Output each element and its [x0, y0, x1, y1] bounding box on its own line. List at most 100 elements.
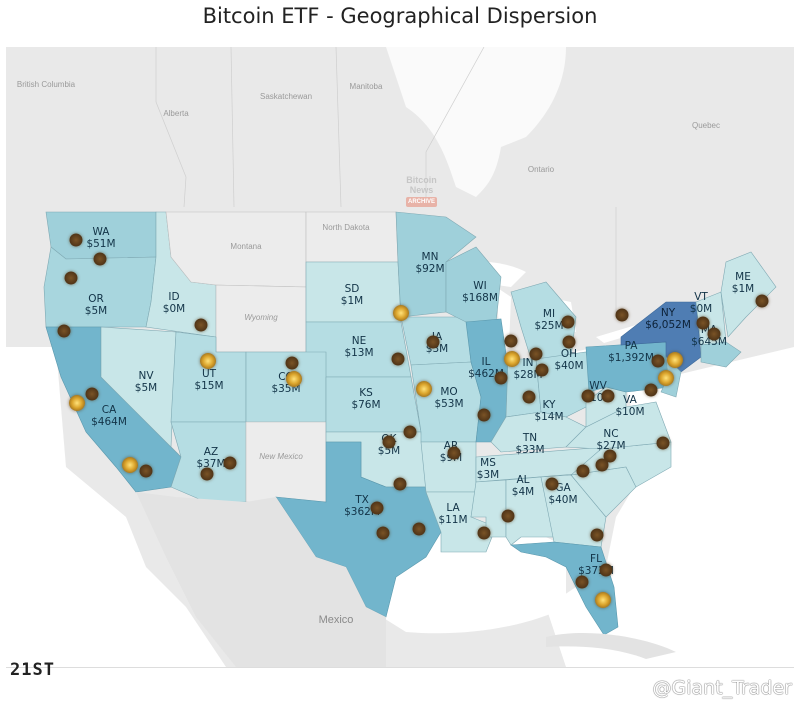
- hotspot-marker[interactable]: [139, 464, 153, 478]
- hotspot-marker[interactable]: [477, 408, 491, 422]
- state-code: MO: [440, 386, 458, 398]
- hotspot-marker[interactable]: [658, 370, 674, 386]
- hotspot-marker[interactable]: [562, 335, 576, 349]
- state-label-ga[interactable]: GA $40M: [548, 482, 577, 506]
- state-label-nv[interactable]: NV $5M: [135, 370, 157, 394]
- state-value: $5M: [377, 445, 401, 457]
- hotspot-marker[interactable]: [223, 456, 237, 470]
- hotspot-marker[interactable]: [494, 371, 508, 385]
- hotspot-marker[interactable]: [575, 575, 589, 589]
- hotspot-marker[interactable]: [416, 381, 432, 397]
- state-label-al[interactable]: AL $4M: [512, 474, 534, 498]
- hotspot-marker[interactable]: [535, 363, 549, 377]
- state-label-in[interactable]: IN $28M: [513, 357, 542, 381]
- hotspot-marker[interactable]: [696, 316, 710, 330]
- state-value: $0M: [689, 303, 713, 315]
- state-value: $92M: [415, 263, 445, 275]
- state-label-pa[interactable]: PA $1,392M: [608, 340, 654, 364]
- hotspot-marker[interactable]: [601, 389, 615, 403]
- hotspot-marker[interactable]: [403, 425, 417, 439]
- state-label-ca[interactable]: CA $464M: [91, 404, 127, 428]
- hotspot-marker[interactable]: [603, 449, 617, 463]
- state-code: KY: [542, 399, 556, 411]
- state-label-az[interactable]: AZ $37M: [196, 446, 225, 470]
- hotspot-marker[interactable]: [370, 501, 384, 515]
- hotspot-marker[interactable]: [93, 252, 107, 266]
- hotspot-marker[interactable]: [581, 389, 595, 403]
- state-code: MI: [542, 308, 556, 320]
- hotspot-marker[interactable]: [286, 371, 302, 387]
- state-label-ms[interactable]: MS $3M: [477, 457, 499, 481]
- state-label-nc[interactable]: NC $27M: [596, 428, 625, 452]
- state-value: $11M: [438, 514, 468, 526]
- state-label-mo[interactable]: MO $53M: [434, 386, 463, 410]
- hotspot-marker[interactable]: [200, 353, 216, 369]
- state-value: $5M: [84, 305, 108, 317]
- hotspot-marker[interactable]: [590, 528, 604, 542]
- state-label-wa[interactable]: WA $51M: [86, 226, 115, 250]
- hotspot-marker[interactable]: [85, 387, 99, 401]
- hotspot-marker[interactable]: [393, 305, 409, 321]
- state-label-la[interactable]: LA $11M: [438, 502, 467, 526]
- hotspot-marker[interactable]: [595, 592, 611, 608]
- state-label-ky[interactable]: KY $14M: [534, 399, 563, 423]
- hotspot-marker[interactable]: [522, 390, 536, 404]
- state-label-ne[interactable]: NE $13M: [344, 335, 373, 359]
- state-label-tn[interactable]: TN $33M: [515, 432, 544, 456]
- hotspot-marker[interactable]: [656, 436, 670, 450]
- hotspot-marker[interactable]: [644, 383, 658, 397]
- hotspot-marker[interactable]: [412, 522, 426, 536]
- hotspot-marker[interactable]: [393, 477, 407, 491]
- state-code: ID: [168, 291, 180, 303]
- state-label-sd[interactable]: SD $1M: [341, 283, 363, 307]
- state-label-ny[interactable]: NY $6,052M: [645, 307, 691, 331]
- hotspot-marker[interactable]: [64, 271, 78, 285]
- hotspot-marker[interactable]: [707, 327, 721, 341]
- hotspot-marker[interactable]: [426, 335, 440, 349]
- hotspot-marker[interactable]: [755, 294, 769, 308]
- state-label-mn[interactable]: MN $92M: [415, 251, 444, 275]
- state-label-oh[interactable]: OH $40M: [554, 348, 583, 372]
- hotspot-marker[interactable]: [376, 526, 390, 540]
- hotspot-marker[interactable]: [69, 233, 83, 247]
- hotspot-marker[interactable]: [194, 318, 208, 332]
- state-label-vt[interactable]: VT $0M: [690, 291, 712, 315]
- state-label-me[interactable]: ME $1M: [732, 271, 754, 295]
- state-code: OH: [560, 348, 578, 360]
- hotspot-marker[interactable]: [561, 315, 575, 329]
- hotspot-marker[interactable]: [200, 467, 214, 481]
- hotspot-marker[interactable]: [529, 347, 543, 361]
- hotspot-marker[interactable]: [576, 464, 590, 478]
- hotspot-marker[interactable]: [504, 351, 520, 367]
- hotspot-marker[interactable]: [69, 395, 85, 411]
- bitcoin-news-badge: Bitcoin News ARCHIVE: [406, 175, 438, 207]
- hotspot-marker[interactable]: [501, 509, 515, 523]
- hotspot-marker[interactable]: [599, 563, 613, 577]
- state-label-wi[interactable]: WI $168M: [462, 280, 498, 304]
- state-label-mi[interactable]: MI $25M: [534, 308, 563, 332]
- hotspot-marker[interactable]: [667, 352, 683, 368]
- hotspot-marker[interactable]: [447, 446, 461, 460]
- state-code: KS: [359, 387, 373, 399]
- hotspot-marker[interactable]: [615, 308, 629, 322]
- region-label-mexico: Mexico: [318, 614, 354, 626]
- hotspot-marker[interactable]: [477, 526, 491, 540]
- hotspot-marker[interactable]: [504, 334, 518, 348]
- hotspot-marker[interactable]: [382, 435, 396, 449]
- hotspot-marker[interactable]: [545, 477, 559, 491]
- state-label-ut[interactable]: UT $15M: [194, 368, 223, 392]
- state-code: WI: [473, 280, 487, 292]
- state-label-id[interactable]: ID $0M: [163, 291, 185, 315]
- hotspot-marker[interactable]: [57, 324, 71, 338]
- hotspot-marker[interactable]: [285, 356, 299, 370]
- state-label-or[interactable]: OR $5M: [85, 293, 107, 317]
- hotspot-marker[interactable]: [595, 458, 609, 472]
- hotspot-marker[interactable]: [122, 457, 138, 473]
- state-label-va[interactable]: VA $10M: [615, 394, 644, 418]
- hotspot-marker[interactable]: [391, 352, 405, 366]
- hotspot-marker[interactable]: [651, 354, 665, 368]
- region-label-saskatchewan: Saskatchewan: [259, 92, 313, 101]
- state-label-ks[interactable]: KS $76M: [351, 387, 380, 411]
- map-canvas[interactable]: British Columbia Alberta Saskatchewan Ma…: [6, 47, 794, 668]
- state-code: ME: [735, 271, 751, 283]
